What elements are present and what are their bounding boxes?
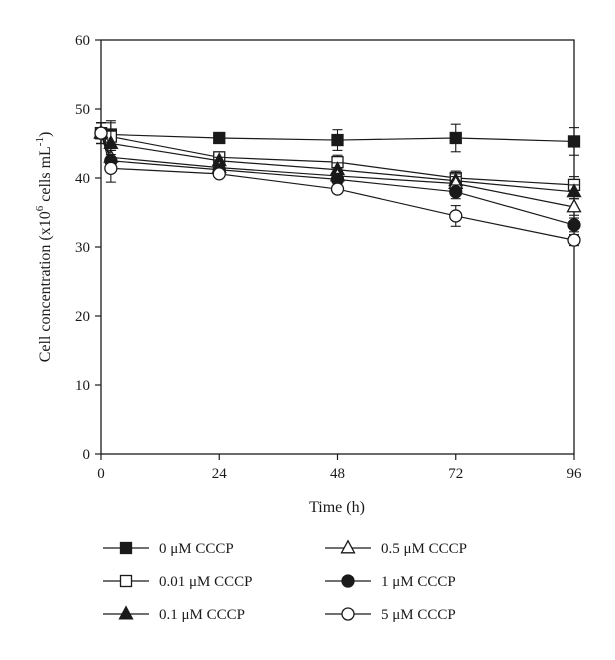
series-1 [94,120,581,156]
y-tick-label-20: 20 [75,309,90,325]
legend-item-5: 1 μM CCCP [325,574,456,590]
data-point [104,161,118,175]
legend-marker [119,574,133,588]
y-axis-title: Cell concentration (x106 cells mL-1) [34,132,54,363]
series-6 [94,122,581,247]
x-tick-label-48: 48 [330,466,345,482]
data-point [213,131,226,145]
legend-label: 0.1 μM CCCP [159,607,245,623]
legend: 0 μM CCCP 0.01 μM CCCP 0.1 μM CCCP 0.5 μM C… [103,539,467,623]
y-tick-label-10: 10 [75,378,90,394]
legend-item-3: 0.1 μM CCCP [103,605,245,623]
x-tick-label-96: 96 [567,466,583,482]
data-point [449,209,463,223]
y-tick-label-60: 60 [75,33,90,49]
data-point [94,126,108,140]
x-tick-label-72: 72 [448,466,463,482]
data-point [212,167,226,181]
legend-marker [341,607,355,621]
data-point [449,131,462,145]
legend-marker [340,539,356,554]
y-tick-label-30: 30 [75,240,90,256]
legend-item-4: 0.5 μM CCCP [325,539,467,557]
data-point [567,233,581,247]
legend-label: 0 μM CCCP [159,541,234,557]
legend-item-1: 0 μM CCCP [103,541,234,557]
legend-label: 0.5 μM CCCP [381,541,467,557]
x-tick-label-24: 24 [212,466,228,482]
legend-item-6: 5 μM CCCP [325,607,456,623]
y-tick-label-40: 40 [75,171,90,187]
data-point [566,198,582,213]
x-axis-title: Time (h) [309,499,365,516]
series-layer [93,120,582,247]
data-point [331,133,344,147]
legend-item-2: 0.01 μM CCCP [103,574,253,590]
data-point [449,185,463,199]
data-point [567,135,581,148]
y-tick-label-0: 0 [83,447,91,463]
legend-label: 0.01 μM CCCP [159,574,253,590]
legend-marker [118,605,134,620]
legend-label: 1 μM CCCP [381,574,456,590]
x-axis-ticks: 0 24 48 72 96 [97,454,582,482]
y-axis-ticks: 0 10 20 30 40 50 60 [75,33,101,463]
legend-label: 5 μM CCCP [381,607,456,623]
legend-marker [119,541,133,555]
data-point [330,182,345,196]
data-point [567,218,581,232]
x-tick-label-0: 0 [97,466,105,482]
plot-frame [100,39,575,455]
data-point [566,183,582,198]
legend-marker [341,574,355,588]
y-tick-label-50: 50 [75,102,90,118]
